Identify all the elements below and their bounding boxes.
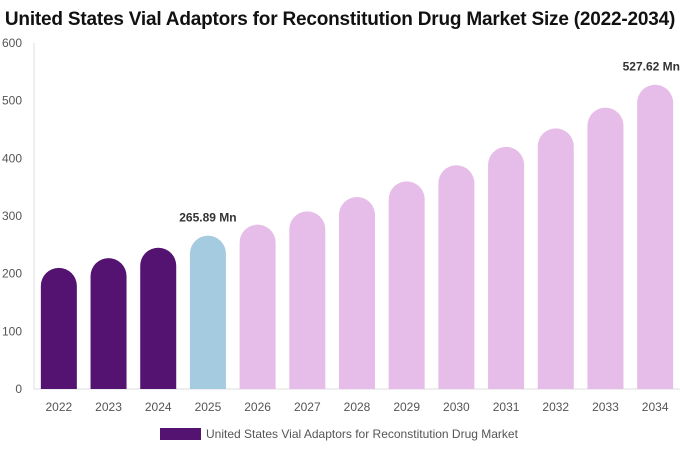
data-label-2034: 527.62 Mn	[623, 60, 680, 74]
x-tick-label: 2034	[642, 400, 669, 414]
legend[interactable]: United States Vial Adaptors for Reconsti…	[160, 427, 519, 441]
x-tick-label: 2032	[542, 400, 569, 414]
x-tick-label: 2024	[145, 400, 172, 414]
x-tick-label: 2023	[95, 400, 122, 414]
x-tick-label: 2025	[195, 400, 222, 414]
x-tick-label: 2022	[45, 400, 72, 414]
bar-2028[interactable]	[339, 196, 375, 389]
bar-2022[interactable]	[40, 267, 77, 389]
x-tick-label: 2027	[294, 400, 321, 414]
x-tick-label: 2030	[443, 400, 470, 414]
y-tick-label: 100	[2, 324, 22, 338]
y-tick-label: 600	[2, 36, 22, 50]
bar-2029[interactable]	[388, 181, 425, 389]
bar-2025[interactable]	[189, 235, 226, 389]
chart-title: United States Vial Adaptors for Reconsti…	[4, 9, 676, 30]
y-tick-label: 0	[15, 382, 22, 396]
x-tick-label: 2031	[493, 400, 520, 414]
x-tick-label: 2029	[393, 400, 420, 414]
bar-2031[interactable]	[488, 146, 525, 389]
x-tick-label: 2028	[344, 400, 371, 414]
x-tick-label: 2033	[592, 400, 619, 414]
bar-2024[interactable]	[140, 247, 177, 389]
bar-2030[interactable]	[438, 165, 475, 389]
axes: 0 100 200 300 400 500 600 2022 2023 2024 2025 2026 2…	[2, 36, 680, 414]
legend-label: United States Vial Adaptors for Reconsti…	[206, 427, 519, 441]
y-tick-label: 300	[2, 209, 22, 223]
bar-2026[interactable]	[239, 224, 276, 389]
y-tick-label: 200	[2, 267, 22, 281]
bar-2033[interactable]	[587, 107, 624, 389]
legend-swatch	[160, 428, 201, 440]
bars	[40, 84, 674, 389]
data-labels: 265.89 Mn 527.62 Mn	[179, 60, 680, 225]
bar-2034[interactable]	[637, 84, 674, 389]
bar-2023[interactable]	[90, 258, 127, 389]
y-tick-label: 400	[2, 151, 22, 165]
data-label-2025: 265.89 Mn	[179, 211, 236, 225]
bar-2027[interactable]	[289, 211, 326, 389]
y-tick-label: 500	[2, 94, 22, 108]
x-tick-label: 2026	[244, 400, 271, 414]
bar-2032[interactable]	[537, 128, 574, 389]
